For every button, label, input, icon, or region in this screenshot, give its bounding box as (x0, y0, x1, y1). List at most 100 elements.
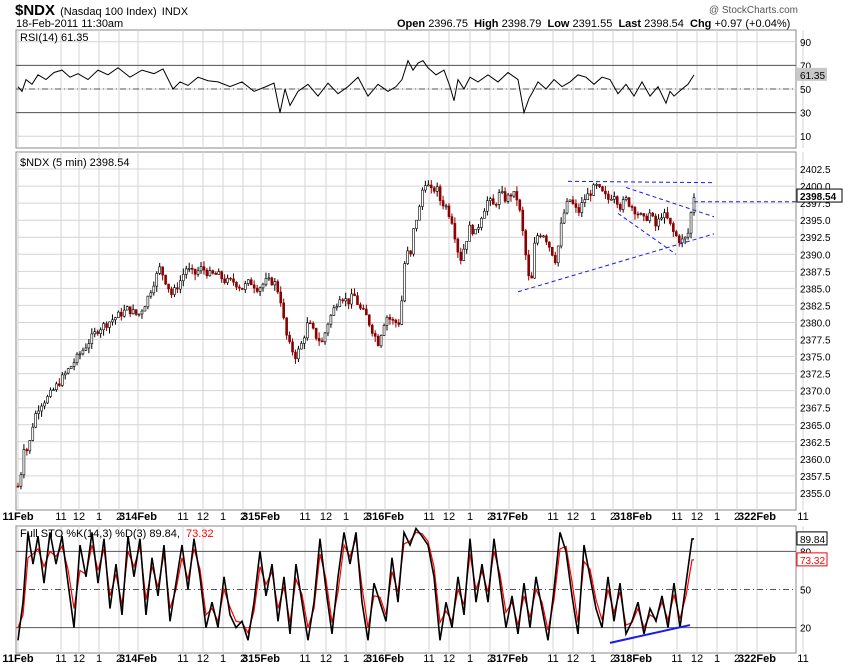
x-tick-label: 2 (610, 511, 616, 523)
x-tick-label: 11 (797, 653, 808, 665)
candle-body (477, 227, 480, 230)
candle-body (276, 281, 280, 293)
x-tick-label: 12 (567, 511, 579, 523)
rsi-layer (17, 59, 695, 115)
candle-body (60, 374, 64, 386)
x-tick-label: 2 (734, 653, 740, 665)
candle-body (179, 280, 182, 290)
x-tick-label: 322Feb (738, 511, 776, 523)
candle-body (483, 210, 486, 219)
candle-body (468, 224, 471, 242)
candle-body (542, 235, 545, 238)
high-value: 2398.79 (501, 18, 542, 30)
candle-body (379, 335, 383, 347)
x-tick-label: 11 (177, 511, 188, 523)
candle-body (453, 223, 457, 240)
open-label: Open (397, 18, 426, 30)
candle-body (111, 319, 114, 323)
rsi-tick-label: 50 (800, 85, 812, 96)
price-tick-label: 2367.5 (800, 404, 831, 415)
price-tick-label: 2387.5 (800, 267, 831, 278)
candle-body (394, 319, 398, 324)
candle-body (551, 247, 554, 256)
candle-body (214, 272, 218, 275)
candle-body (122, 309, 126, 317)
x-tick-label: 11 (797, 511, 808, 523)
last-label: Last (618, 18, 642, 30)
candle-body (406, 250, 409, 264)
candle-body (152, 285, 156, 294)
candle-body (184, 268, 188, 275)
candle-body (415, 219, 418, 229)
candle-body (400, 300, 404, 325)
candle-body (305, 322, 309, 339)
candle-body (99, 329, 102, 334)
candle-body (497, 192, 501, 205)
candle-body (81, 349, 85, 355)
candle-body (199, 266, 203, 272)
price-tick-label: 2357.5 (800, 472, 831, 483)
x-tick-label: 317Feb (490, 653, 528, 665)
candle-body (161, 266, 164, 276)
candle-body (40, 405, 43, 412)
x-tick-label: 12 (73, 511, 85, 523)
stochastic-layer (17, 526, 694, 644)
x-tick-label: 316Feb (366, 653, 404, 665)
candle-body (208, 270, 212, 277)
sto-d-last-label: 73.32 (800, 556, 825, 567)
candle-body (598, 184, 601, 187)
candle-body (548, 241, 551, 248)
x-tick-label: 12 (320, 511, 332, 523)
candle-body (412, 228, 415, 255)
candle-body (117, 311, 120, 318)
candle-body (75, 353, 79, 363)
chg-label: Chg (690, 18, 712, 30)
price-tick-label: 2375.0 (800, 353, 831, 364)
price-tick-label: 2395.0 (800, 216, 831, 227)
candle-body (397, 322, 401, 325)
candle-body (96, 331, 100, 334)
candle-body (190, 268, 194, 270)
candle-body (146, 295, 150, 308)
candle-body (314, 327, 318, 339)
candle-body (72, 362, 76, 367)
candle-body (367, 314, 371, 326)
candle-body (654, 215, 657, 227)
candle-body (264, 278, 268, 285)
candle-body (660, 217, 663, 220)
candle-body (217, 271, 221, 275)
rsi-line (17, 59, 695, 115)
price-tick-label: 2392.5 (800, 233, 831, 244)
candle-body (22, 449, 26, 476)
candle-body (489, 198, 492, 201)
stochastic-title-prefix: Full STO %K(14,3) %D(3) 89.84, (20, 528, 180, 540)
x-tick-label: 315Feb (242, 511, 280, 523)
candle-body (28, 440, 32, 452)
candle-body (63, 372, 67, 376)
candle-body (164, 274, 167, 285)
candle-body (474, 228, 477, 235)
candle-body (155, 273, 159, 287)
candle-body (604, 190, 607, 195)
candle-body (173, 287, 176, 295)
candle-body (674, 231, 678, 237)
candle-body (187, 268, 191, 270)
candle-body (58, 383, 61, 386)
candle-body (580, 202, 584, 213)
rsi-last-box (797, 67, 827, 81)
candle-body (167, 283, 170, 290)
trendline (567, 180, 715, 184)
x-tick-label: 2 (240, 511, 246, 523)
x-tick-label: 1 (343, 653, 349, 665)
candle-body (388, 316, 392, 320)
price-tick-label: 2400.0 (800, 182, 831, 193)
candle-body (607, 193, 610, 200)
price-tick-label: 2360.0 (800, 455, 831, 466)
x-tick-label: 316Feb (366, 511, 404, 523)
x-tick-label: 1 (590, 511, 596, 523)
x-tick-label: 11Feb (2, 653, 33, 665)
candle-body (350, 293, 353, 305)
x-tick-label: 1 (343, 511, 349, 523)
candle-body (202, 266, 206, 271)
candle-body (252, 284, 256, 289)
